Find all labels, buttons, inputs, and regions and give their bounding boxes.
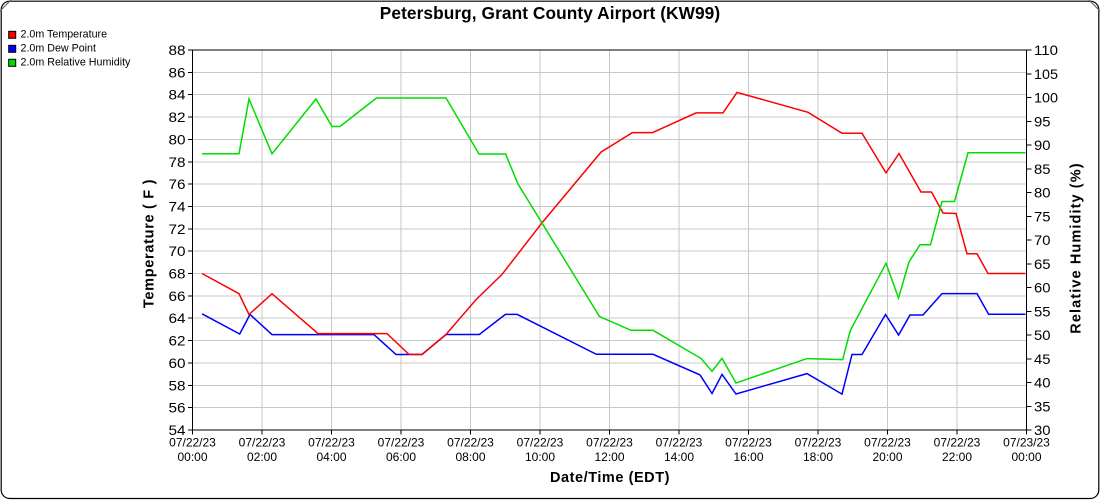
svg-text:95: 95 [1034, 113, 1051, 129]
svg-text:22:00: 22:00 [942, 450, 972, 464]
svg-text:07/22/23: 07/22/23 [169, 436, 216, 450]
svg-text:74: 74 [169, 198, 186, 214]
svg-text:07/23/23: 07/23/23 [1003, 436, 1050, 450]
svg-text:07/22/23: 07/22/23 [656, 436, 703, 450]
svg-text:Relative Humidity (%): Relative Humidity (%) [1069, 162, 1085, 333]
svg-text:07/22/23: 07/22/23 [308, 436, 355, 450]
svg-text:02:00: 02:00 [247, 450, 277, 464]
svg-text:14:00: 14:00 [664, 450, 694, 464]
svg-text:Petersburg, Grant County Airpo: Petersburg, Grant County Airport (KW99) [380, 3, 720, 23]
svg-text:06:00: 06:00 [386, 450, 416, 464]
svg-text:20:00: 20:00 [872, 450, 902, 464]
svg-text:10:00: 10:00 [525, 450, 555, 464]
svg-text:66: 66 [169, 288, 186, 304]
svg-text:12:00: 12:00 [594, 450, 624, 464]
svg-text:07/22/23: 07/22/23 [586, 436, 633, 450]
svg-text:Temperature ( F ): Temperature ( F ) [142, 179, 158, 308]
svg-text:00:00: 00:00 [177, 450, 207, 464]
svg-text:76: 76 [169, 176, 186, 192]
svg-text:45: 45 [1034, 351, 1051, 367]
svg-text:90: 90 [1034, 137, 1051, 153]
svg-text:2.0m Temperature: 2.0m Temperature [21, 29, 108, 41]
svg-text:07/22/23: 07/22/23 [517, 436, 564, 450]
svg-text:54: 54 [169, 422, 186, 438]
svg-text:50: 50 [1034, 327, 1051, 343]
svg-text:40: 40 [1034, 375, 1051, 391]
svg-text:16:00: 16:00 [733, 450, 763, 464]
svg-text:86: 86 [169, 64, 186, 80]
svg-text:70: 70 [169, 243, 186, 259]
svg-text:80: 80 [1034, 185, 1051, 201]
svg-text:00:00: 00:00 [1011, 450, 1041, 464]
svg-text:30: 30 [1034, 422, 1051, 438]
svg-text:78: 78 [169, 154, 186, 170]
svg-text:08:00: 08:00 [455, 450, 485, 464]
svg-text:75: 75 [1034, 208, 1051, 224]
svg-text:07/22/23: 07/22/23 [795, 436, 842, 450]
svg-text:64: 64 [169, 310, 186, 326]
svg-text:56: 56 [169, 400, 186, 416]
svg-text:88: 88 [169, 42, 186, 58]
svg-text:65: 65 [1034, 256, 1051, 272]
svg-text:84: 84 [169, 87, 186, 103]
svg-text:70: 70 [1034, 232, 1051, 248]
svg-text:07/22/23: 07/22/23 [725, 436, 772, 450]
svg-text:110: 110 [1034, 42, 1058, 58]
svg-text:72: 72 [169, 221, 186, 237]
svg-text:04:00: 04:00 [316, 450, 346, 464]
svg-text:Date/Time (EDT): Date/Time (EDT) [550, 470, 670, 486]
svg-text:80: 80 [169, 131, 186, 147]
svg-text:60: 60 [1034, 280, 1051, 296]
svg-text:68: 68 [169, 266, 186, 282]
svg-text:62: 62 [169, 333, 186, 349]
svg-text:18:00: 18:00 [803, 450, 833, 464]
svg-text:35: 35 [1034, 398, 1051, 414]
svg-text:100: 100 [1034, 90, 1058, 106]
svg-text:85: 85 [1034, 161, 1051, 177]
svg-text:07/22/23: 07/22/23 [378, 436, 425, 450]
svg-text:2.0m Relative Humidity: 2.0m Relative Humidity [21, 57, 132, 69]
svg-text:07/22/23: 07/22/23 [934, 436, 981, 450]
svg-text:82: 82 [169, 109, 186, 125]
svg-text:58: 58 [169, 377, 186, 393]
svg-text:07/22/23: 07/22/23 [864, 436, 911, 450]
svg-text:07/22/23: 07/22/23 [239, 436, 286, 450]
svg-text:2.0m Dew Point: 2.0m Dew Point [21, 43, 96, 55]
svg-text:55: 55 [1034, 303, 1051, 319]
svg-text:60: 60 [169, 355, 186, 371]
svg-text:105: 105 [1034, 66, 1058, 82]
svg-text:07/22/23: 07/22/23 [447, 436, 494, 450]
